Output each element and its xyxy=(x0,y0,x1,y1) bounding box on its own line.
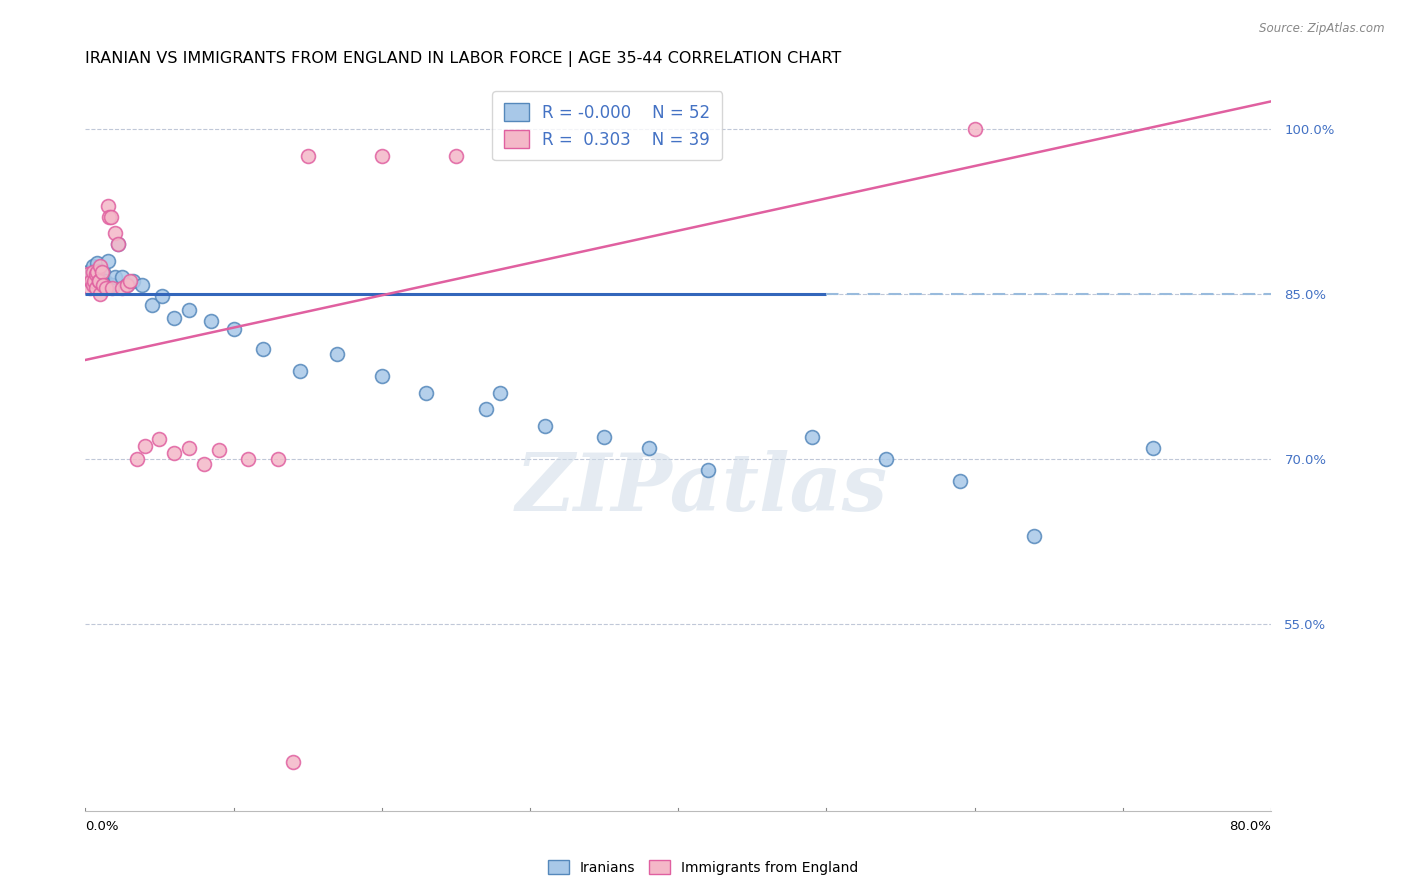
Point xyxy=(98,210,121,224)
Point xyxy=(94,281,117,295)
Point xyxy=(177,303,200,318)
Text: IRANIAN VS IMMIGRANTS FROM ENGLAND IN LABOR FORCE | AGE 35-44 CORRELATION CHART: IRANIAN VS IMMIGRANTS FROM ENGLAND IN LA… xyxy=(86,51,842,67)
Point xyxy=(534,419,557,434)
Point xyxy=(87,274,110,288)
Point xyxy=(96,254,118,268)
Text: Source: ZipAtlas.com: Source: ZipAtlas.com xyxy=(1260,22,1385,36)
Point xyxy=(89,281,111,295)
Point xyxy=(89,260,111,274)
Point xyxy=(100,210,122,224)
Point xyxy=(111,270,134,285)
Point xyxy=(84,267,107,281)
Point xyxy=(80,274,103,288)
Point xyxy=(371,149,394,163)
Point xyxy=(131,278,153,293)
Point xyxy=(474,402,496,417)
Point xyxy=(107,237,129,252)
Point xyxy=(91,265,114,279)
Point xyxy=(83,265,105,279)
Point xyxy=(163,311,186,326)
Point xyxy=(93,274,115,288)
Point xyxy=(82,260,104,274)
Point xyxy=(637,441,659,455)
Point xyxy=(111,281,134,295)
Point xyxy=(444,149,467,163)
Point xyxy=(148,432,170,446)
Point xyxy=(104,270,127,285)
Point xyxy=(82,265,104,279)
Point xyxy=(115,278,138,293)
Point xyxy=(1142,441,1164,455)
Point xyxy=(79,274,101,288)
Point xyxy=(200,314,222,328)
Point xyxy=(297,149,319,163)
Point xyxy=(238,452,260,467)
Point xyxy=(77,265,100,279)
Point xyxy=(79,281,101,295)
Point xyxy=(77,267,100,281)
Point xyxy=(83,276,105,290)
Point xyxy=(193,458,215,472)
Point xyxy=(89,287,111,301)
Point xyxy=(84,270,107,285)
Point xyxy=(90,265,112,279)
Point xyxy=(86,278,108,293)
Point xyxy=(150,289,173,303)
Legend: R = -0.000    N = 52, R =  0.303    N = 39: R = -0.000 N = 52, R = 0.303 N = 39 xyxy=(492,91,723,161)
Point xyxy=(87,274,110,288)
Point xyxy=(290,364,312,378)
Point xyxy=(89,270,111,285)
Point xyxy=(91,278,114,293)
Point xyxy=(91,278,114,293)
Point xyxy=(107,237,129,252)
Point xyxy=(252,342,274,356)
Point xyxy=(86,256,108,270)
Point xyxy=(101,278,124,293)
Point xyxy=(104,227,127,241)
Text: 80.0%: 80.0% xyxy=(1229,820,1271,833)
Point xyxy=(371,369,394,384)
Point xyxy=(90,276,112,290)
Point xyxy=(80,267,103,281)
Legend: Iranians, Immigrants from England: Iranians, Immigrants from England xyxy=(543,855,863,880)
Point xyxy=(115,278,138,293)
Point xyxy=(134,439,156,453)
Point xyxy=(177,441,200,455)
Point xyxy=(96,199,118,213)
Text: ZIPatlas: ZIPatlas xyxy=(516,450,889,528)
Text: 0.0%: 0.0% xyxy=(86,820,118,833)
Point xyxy=(87,274,110,288)
Point xyxy=(489,386,512,401)
Point xyxy=(84,262,107,277)
Point xyxy=(222,322,245,336)
Point xyxy=(1022,529,1045,543)
Point xyxy=(963,121,986,136)
Point xyxy=(83,274,105,288)
Point xyxy=(163,446,186,460)
Point xyxy=(949,474,972,488)
Point xyxy=(87,264,110,278)
Point xyxy=(101,281,124,295)
Point xyxy=(267,452,290,467)
Point xyxy=(118,274,141,288)
Point xyxy=(86,265,108,279)
Point xyxy=(94,281,117,295)
Point xyxy=(141,298,163,312)
Point xyxy=(98,278,121,293)
Point xyxy=(82,278,104,293)
Point xyxy=(415,386,437,401)
Point xyxy=(326,347,349,361)
Point xyxy=(696,463,718,477)
Point xyxy=(100,278,122,293)
Point xyxy=(121,274,143,288)
Point xyxy=(84,281,107,295)
Point xyxy=(281,755,304,769)
Point xyxy=(800,430,823,444)
Point xyxy=(875,452,897,467)
Point xyxy=(593,430,616,444)
Point xyxy=(208,443,231,458)
Point xyxy=(90,267,112,281)
Point xyxy=(127,452,149,467)
